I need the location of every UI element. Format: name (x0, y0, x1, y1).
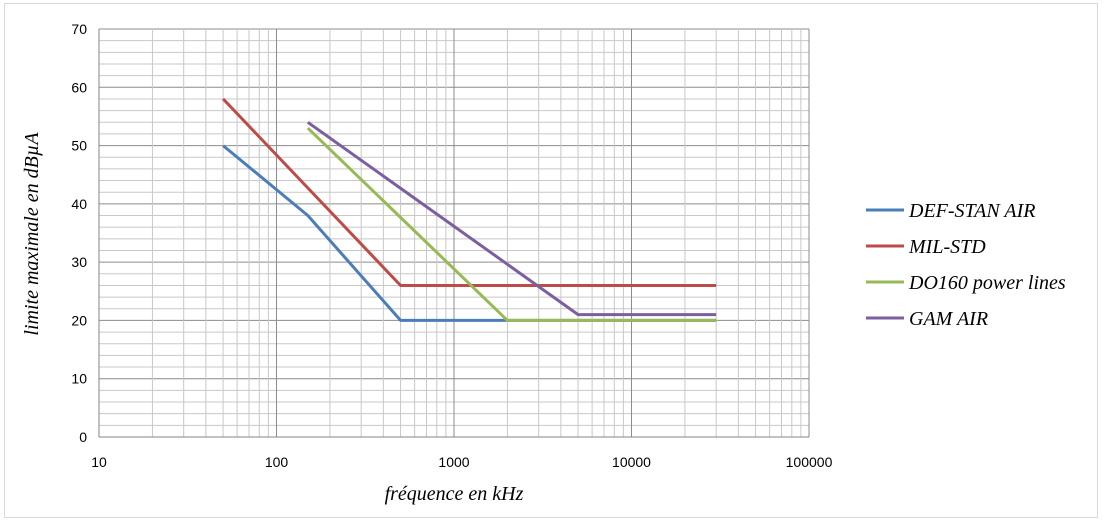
y-tick-label: 60 (71, 79, 87, 95)
series-line (222, 144, 717, 322)
y-tick-label: 70 (71, 21, 87, 37)
series-line (306, 121, 717, 317)
y-axis-ticks: 0 10 20 30 40 50 60 70 (71, 21, 87, 445)
grid (98, 28, 810, 438)
legend-label: MIL-STD (908, 236, 986, 258)
series-lines (222, 97, 717, 322)
y-tick-label: 0 (79, 429, 87, 445)
x-axis-ticks: 10 100 1000 10000 100000 (91, 454, 832, 470)
y-tick-label: 30 (71, 254, 87, 270)
y-tick-label: 10 (71, 371, 87, 387)
y-axis-title: limite maximale en dBµA (21, 132, 43, 336)
x-tick-label: 10000 (612, 454, 651, 470)
legend-label: DO160 power lines (908, 272, 1066, 294)
legend-label: DEF-STAN AIR (908, 200, 1035, 222)
series-line (222, 97, 717, 287)
y-tick-label: 20 (71, 312, 87, 328)
chart-frame (4, 3, 1098, 518)
x-axis-title: fréquence en kHz (385, 483, 524, 505)
x-tick-label: 100000 (786, 454, 833, 470)
x-tick-label: 10 (91, 454, 107, 470)
y-tick-label: 40 (71, 196, 87, 212)
y-tick-label: 50 (71, 138, 87, 154)
legend: DEF-STAN AIR MIL-STD DO160 power lines GAM … (866, 200, 1066, 330)
x-tick-label: 1000 (438, 454, 469, 470)
x-tick-label: 100 (265, 454, 289, 470)
legend-label: GAM AIR (909, 308, 988, 330)
series-line (306, 127, 717, 322)
